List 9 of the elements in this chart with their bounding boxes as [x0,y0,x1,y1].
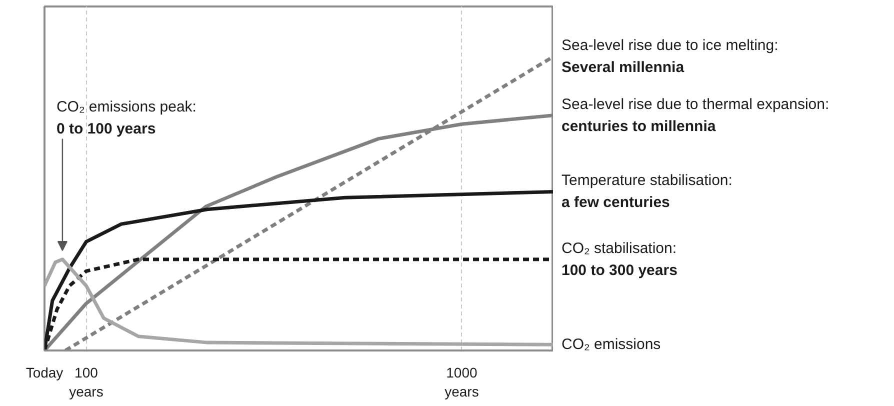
series-label: CO₂ emissions [562,336,661,354]
series-label: CO₂ stabilisation: 100 to 300 years [562,240,678,279]
x-tick-label: 100 years [69,364,104,400]
series-label: Sea-level rise due to ice melting: Several millennia [562,36,778,76]
series-label: Sea-level rise due to thermal expansion: centuries to millennia [562,96,830,135]
annotation: CO₂ emissions peak: 0 to 100 years [56,98,196,138]
x-tick-label: Today [26,364,64,380]
series-label: Temperature stabilisation: a few centuries [562,172,732,212]
x-tick-label: 1000 years [444,364,479,400]
